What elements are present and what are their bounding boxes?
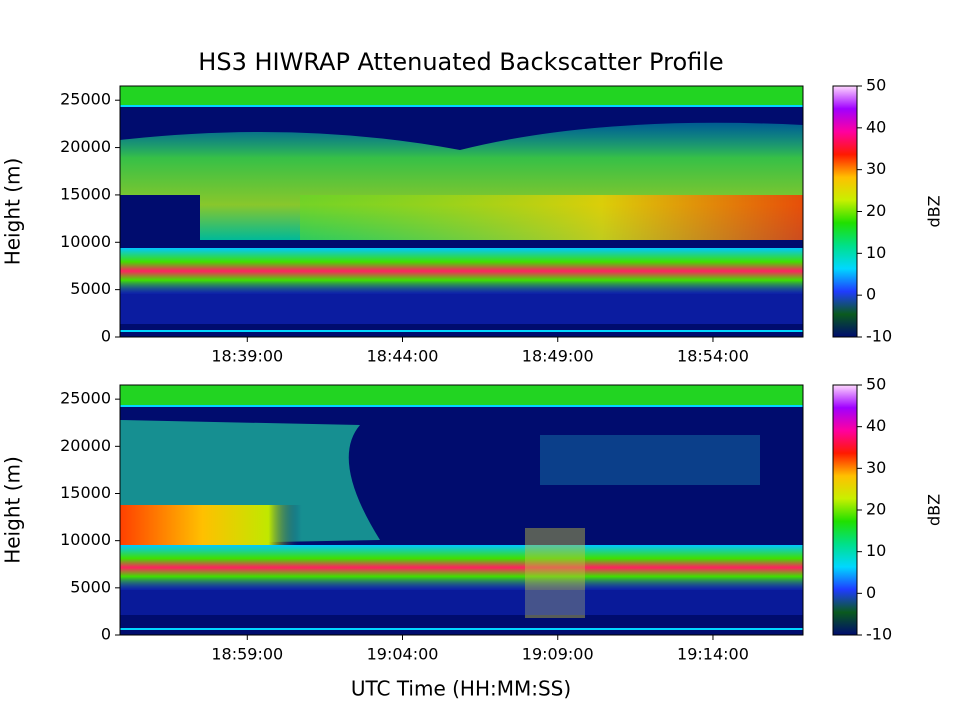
y-tick-label: 10000 — [60, 530, 111, 549]
y-tick-label: 20000 — [60, 137, 111, 156]
x-tick-label: 18:39:00 — [211, 347, 283, 366]
colorbar-label: dBZ — [925, 195, 944, 227]
radar-image — [120, 385, 803, 635]
plot-frame — [119, 384, 804, 636]
colorbar-tick-label: -10 — [866, 327, 892, 346]
x-tick-label: 18:54:00 — [677, 347, 749, 366]
x-tick-label: 18:49:00 — [522, 347, 594, 366]
x-tick-label: 18:44:00 — [367, 347, 439, 366]
y-tick-label: 15000 — [60, 184, 111, 203]
y-tick-label: 0 — [101, 327, 111, 346]
y-tick-label: 0 — [101, 625, 111, 644]
plot-frame — [119, 85, 804, 338]
colorbar-tick-label: 40 — [866, 416, 886, 435]
colorbar-tick-label: 30 — [866, 458, 886, 477]
colorbar-tick-label: 20 — [866, 500, 886, 519]
x-tick-label: 18:59:00 — [211, 645, 283, 664]
y-tick-label: 25000 — [60, 90, 111, 109]
colorbar — [832, 85, 858, 338]
colorbar-tick-label: 50 — [866, 375, 886, 394]
x-tick-label: 19:04:00 — [367, 645, 439, 664]
x-tick-label: 19:09:00 — [522, 645, 594, 664]
chart-title: HS3 HIWRAP Attenuated Backscatter Profil… — [198, 48, 723, 76]
x-tick-label: 19:14:00 — [677, 645, 749, 664]
y-tick-label: 5000 — [70, 577, 111, 596]
y-tick-label: 25000 — [60, 389, 111, 408]
colorbar-tick-label: 10 — [866, 243, 886, 262]
colorbar — [832, 384, 858, 636]
radar-image — [120, 86, 803, 337]
y-axis-label: Height (m) — [1, 456, 25, 564]
y-tick-label: 5000 — [70, 279, 111, 298]
colorbar-tick-label: 20 — [866, 201, 886, 220]
colorbar-label: dBZ — [925, 494, 944, 526]
colorbar-tick-label: 0 — [866, 285, 876, 304]
colorbar-tick-label: -10 — [866, 625, 892, 644]
colorbar-tick-label: 0 — [866, 583, 876, 602]
y-axis-label: Height (m) — [1, 158, 25, 266]
x-axis-label: UTC Time (HH:MM:SS) — [351, 677, 571, 701]
colorbar-tick-label: 40 — [866, 117, 886, 136]
colorbar-tick-label: 10 — [866, 541, 886, 560]
y-tick-label: 20000 — [60, 436, 111, 455]
y-tick-label: 10000 — [60, 232, 111, 251]
colorbar-tick-label: 50 — [866, 76, 886, 95]
y-tick-label: 15000 — [60, 483, 111, 502]
colorbar-tick-label: 30 — [866, 159, 886, 178]
